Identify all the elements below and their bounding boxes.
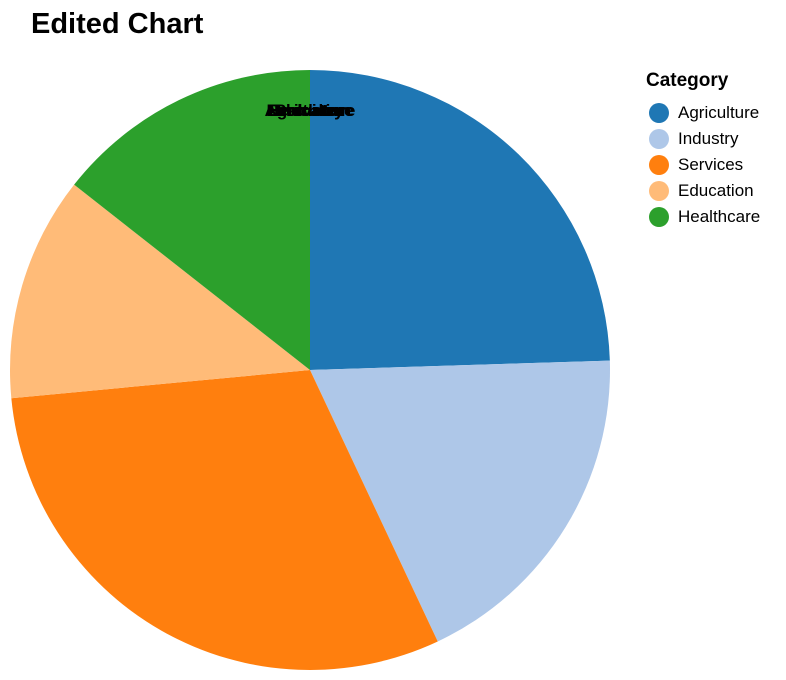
slice-label-healthcare: Healthcare — [267, 101, 354, 120]
pie-slice-healthcare — [74, 70, 311, 370]
legend-item-industry: Industry — [646, 126, 760, 152]
chart-title: Edited Chart — [31, 8, 204, 40]
legend-items: Agriculture Industry Services Education Heal… — [646, 100, 760, 230]
legend-item-healthcare: Healthcare — [646, 204, 760, 230]
legend: Category Agriculture Industry Services Educ… — [646, 70, 760, 230]
pie-slice-education — [9, 184, 310, 399]
pie-slice-agriculture — [310, 70, 610, 370]
pie-slice-industry — [310, 360, 611, 642]
legend-swatch — [649, 155, 669, 175]
slice-label-services: Services — [275, 101, 345, 120]
legend-label: Healthcare — [678, 207, 761, 226]
legend-swatch — [649, 207, 669, 227]
pie-slice-labels: AgricultureIndustryServicesEducationHeal… — [265, 101, 356, 120]
legend-label: Industry — [678, 129, 739, 148]
legend-swatch — [649, 129, 669, 149]
pie-slice-services — [11, 370, 438, 670]
legend-item-education: Education — [646, 178, 760, 204]
legend-label: Services — [678, 155, 744, 174]
legend-swatch — [649, 103, 669, 123]
slice-label-industry: Industry — [276, 101, 344, 120]
legend-label: Agriculture — [678, 103, 760, 122]
legend-item-agriculture: Agriculture — [646, 100, 760, 126]
slice-label-education: Education — [269, 101, 351, 120]
legend-swatch — [649, 181, 669, 201]
slice-label-agriculture: Agriculture — [265, 101, 356, 120]
legend-label: Education — [678, 181, 754, 200]
legend-item-services: Services — [646, 152, 760, 178]
legend-title: Category — [646, 70, 729, 91]
pie-slices — [9, 70, 611, 670]
